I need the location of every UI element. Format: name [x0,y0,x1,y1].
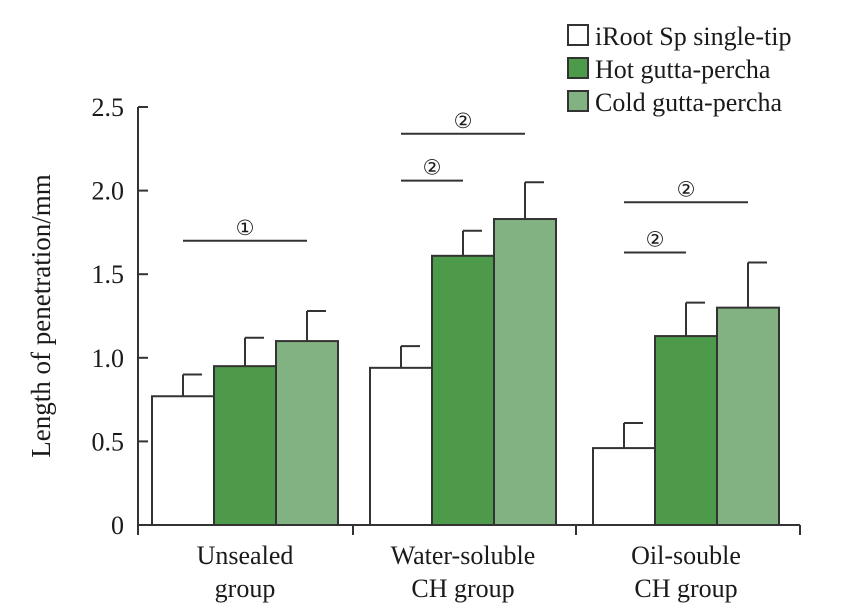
category-label: Unsealed [197,541,294,570]
axes: 0 0.5 1.0 1.5 2.0 2.5 Unsealed group Water-solub… [92,93,801,603]
legend: iRoot Sp single-tip Hot gutta-percha Cold … [567,22,791,117]
category-label: CH group [411,574,514,603]
bar [369,366,433,526]
legend-label: Hot gutta-percha [595,55,771,84]
bars [151,181,780,527]
significance-label: ② [677,177,696,201]
y-tick-label: 1.0 [92,344,125,373]
bar [592,447,656,527]
category-label: group [215,574,276,603]
bar [431,254,495,526]
bar [654,335,718,526]
bar [151,395,215,527]
category-label: CH group [634,574,737,603]
legend-swatch [567,24,589,46]
category-label: Oil-souble [631,541,741,570]
legend-label: iRoot Sp single-tip [595,22,791,51]
bar [275,340,339,526]
significance-label: ① [236,216,255,240]
significance-label: ② [646,227,665,251]
legend-label: Cold gutta-percha [595,88,782,117]
y-tick-label: 2.5 [92,93,125,122]
y-axis-label: Length of penetration/mm [26,174,56,457]
y-tick-label: 0.5 [92,427,125,456]
category-label: Water-soluble [391,541,536,570]
y-tick-label: 2.0 [92,177,125,206]
legend-swatch [567,57,589,79]
significance-label: ② [454,109,473,133]
legend-swatch [567,90,589,112]
y-tick-label: 1.5 [92,260,125,289]
bar [493,218,557,527]
bar [213,365,277,526]
significance-label: ② [423,156,442,180]
bar [716,306,780,527]
y-tick-label: 0 [111,511,124,540]
